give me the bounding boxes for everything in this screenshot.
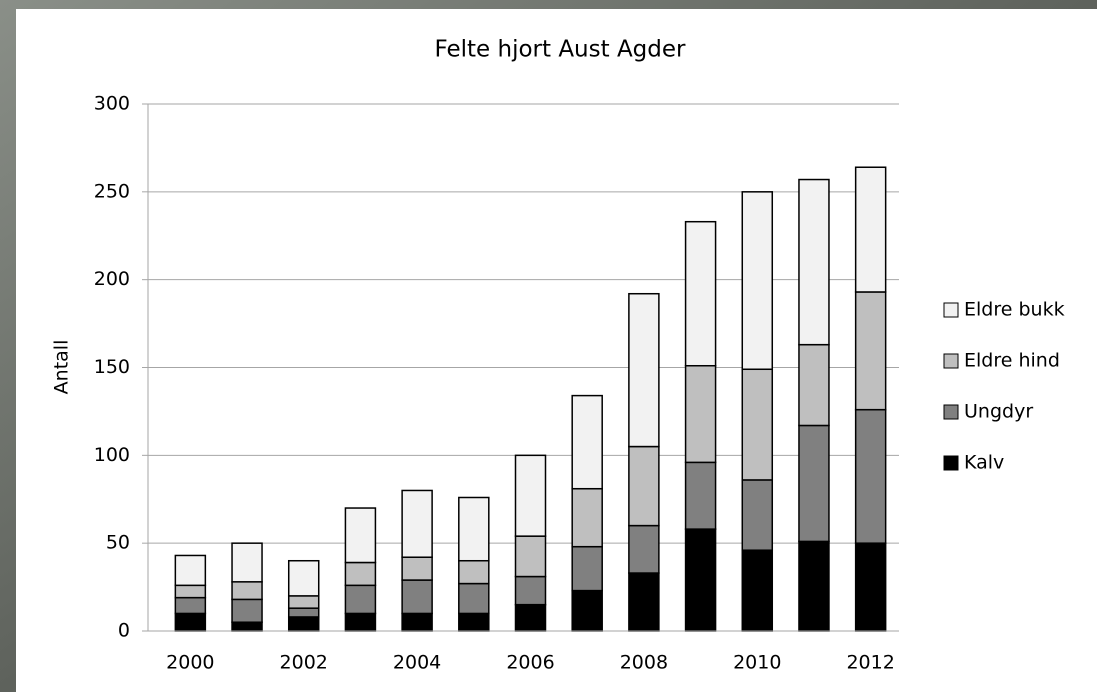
bar-segment — [287, 595, 320, 609]
bar-segment — [514, 603, 547, 632]
bar-segment — [684, 528, 717, 632]
legend-swatch — [943, 455, 959, 471]
x-tick-label: 2012 — [846, 652, 894, 674]
bar-segment — [571, 487, 603, 548]
legend-label: Ungdyr — [964, 401, 1033, 423]
bar-segment — [741, 368, 774, 481]
bar-segment — [798, 540, 830, 632]
chart-title: Felte hjort Aust Agder — [435, 37, 687, 63]
legend-label: Eldre hind — [964, 350, 1060, 372]
bar-segment — [344, 507, 377, 564]
bar-segment — [854, 166, 887, 293]
bar-segment — [514, 535, 547, 578]
bar-segment — [231, 621, 263, 632]
bar-segment — [571, 545, 603, 592]
bar-segment — [287, 559, 320, 597]
y-tick-label: 50 — [106, 532, 130, 554]
x-tick-label: 2008 — [620, 652, 668, 674]
x-tick-label: 2004 — [393, 652, 441, 674]
legend-label: Kalv — [964, 452, 1004, 474]
bar-segment — [798, 343, 830, 427]
bar-segment — [798, 424, 830, 543]
bar-segment — [798, 178, 830, 346]
bar-segment — [458, 559, 490, 585]
bar-segment — [458, 582, 490, 615]
bar-segment — [741, 549, 774, 632]
bar-segment — [344, 584, 377, 615]
bar-segment — [287, 616, 320, 632]
legend-swatch — [943, 353, 959, 369]
bar-segment — [854, 291, 887, 411]
bar-segment — [174, 554, 207, 587]
bar-segment — [231, 542, 263, 583]
bar-segment — [741, 479, 774, 551]
x-tick-label: 2006 — [506, 652, 554, 674]
bar-segment — [628, 445, 660, 527]
bar-segment — [401, 612, 433, 632]
bar-segment — [684, 220, 717, 367]
y-tick-label: 250 — [94, 180, 130, 202]
legend-label: Eldre bukk — [964, 299, 1065, 321]
bar-segment — [344, 612, 377, 632]
bar-segment — [344, 561, 377, 587]
bar-segment — [854, 542, 887, 632]
bar-segment — [684, 364, 717, 464]
y-tick-label: 300 — [94, 93, 130, 115]
y-tick-label: 150 — [94, 356, 130, 378]
bar-segment — [854, 408, 887, 544]
bar-segment — [174, 584, 207, 599]
x-tick-label: 2000 — [166, 652, 214, 674]
bar-segment — [628, 524, 660, 574]
bar-segment — [401, 489, 433, 558]
bar-segment — [684, 461, 717, 530]
bar-segment — [514, 575, 547, 606]
bar-segment — [458, 496, 490, 562]
y-axis-label: Antall — [51, 340, 73, 395]
bar-segment — [174, 596, 207, 615]
x-tick-label: 2010 — [733, 652, 781, 674]
bar-segment — [571, 589, 603, 632]
bar-segment — [231, 581, 263, 601]
bar-segment — [174, 612, 207, 632]
legend-swatch — [943, 302, 959, 318]
bar-segment — [741, 191, 774, 371]
legend-swatch — [943, 404, 959, 420]
bar-segment — [287, 607, 320, 618]
bar-segment — [401, 556, 433, 581]
y-tick-label: 200 — [94, 268, 130, 290]
bar-segment — [628, 572, 660, 632]
x-tick-label: 2002 — [280, 652, 328, 674]
bar-segment — [231, 598, 263, 623]
bar-segment — [571, 394, 603, 490]
bar-segment — [458, 612, 490, 632]
bar-segment — [628, 292, 660, 448]
y-tick-label: 100 — [94, 444, 130, 466]
bar-segment — [514, 454, 547, 537]
y-tick-label: 0 — [118, 620, 130, 642]
bar-segment — [401, 579, 433, 615]
